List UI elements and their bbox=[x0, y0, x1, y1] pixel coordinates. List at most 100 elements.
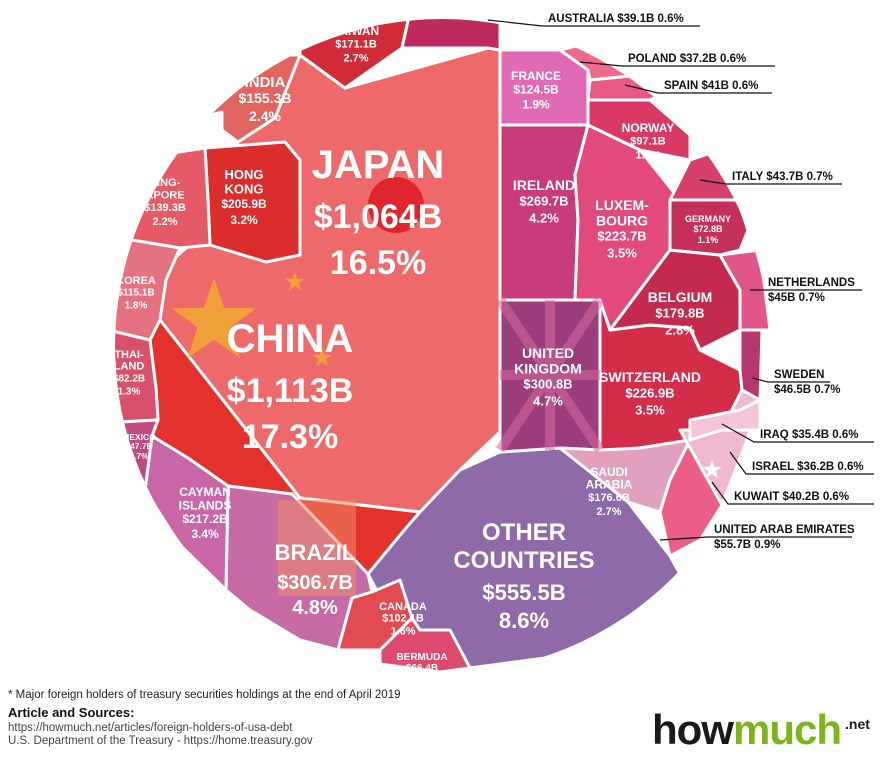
leader-line-poland bbox=[579, 61, 775, 67]
label-name: SWITZERLAND bbox=[599, 369, 701, 385]
label-name: BERMUDA bbox=[396, 652, 447, 663]
label-india: INDIA$155.3B 2.4% bbox=[239, 74, 292, 124]
label-share: 3.5% bbox=[607, 246, 637, 261]
label-name-value-share: ITALY $43.7B 0.7% bbox=[732, 171, 833, 183]
leader-line-kuwait bbox=[711, 481, 874, 505]
label-value: $97.1B bbox=[630, 136, 666, 148]
leader-line-iraq bbox=[721, 423, 874, 443]
leader-line-italy bbox=[699, 179, 842, 185]
label-sweden: SWEDEN $46.5B 0.7% bbox=[774, 369, 841, 396]
label-share: 8.6% bbox=[499, 608, 549, 633]
china-small-star-emblem bbox=[285, 272, 305, 291]
cell-luxembourg bbox=[573, 123, 682, 332]
label-kuwait: KUWAIT $40.2B 0.6% bbox=[734, 491, 849, 503]
label-value: $555.5B bbox=[482, 580, 565, 605]
label-france: FRANCE$124.5B1.9% bbox=[511, 69, 561, 112]
label-value: $66.4B bbox=[406, 663, 438, 674]
label-value: $1,113B bbox=[227, 372, 354, 410]
label-share: 2.2% bbox=[152, 216, 177, 228]
label-value: $115.1B bbox=[117, 288, 154, 299]
label-name: COUNTRIES bbox=[453, 547, 594, 574]
howmuch-logo: howmuch .net bbox=[652, 706, 870, 753]
japan-sun-emblem bbox=[368, 177, 424, 233]
label-value: $1,064B bbox=[314, 198, 443, 236]
uk-cross-emblem bbox=[495, 297, 605, 453]
sources-heading: Article and Sources: bbox=[8, 705, 135, 720]
label-name: APORE bbox=[145, 190, 184, 202]
label-norway: NORWAY$97.1B 1.5% bbox=[622, 121, 675, 162]
label-name: KOREA bbox=[116, 275, 156, 287]
label-japan: JAPAN $1,064B 16.5% bbox=[312, 143, 445, 282]
label-spain: SPAIN $41B 0.6% bbox=[664, 80, 758, 92]
label-share: 1% bbox=[415, 675, 430, 686]
label-name: TAIWAN bbox=[333, 24, 379, 38]
label-value: $205.9B bbox=[221, 197, 267, 211]
label-share: 1.5% bbox=[635, 150, 660, 162]
label-share: 17.3% bbox=[242, 418, 338, 456]
label-taiwan: TAIWAN$171.1B 2.7% bbox=[333, 24, 379, 65]
label-mexico: MEXICO$47.7B0.7% bbox=[122, 432, 156, 461]
china-small-star-emblem bbox=[312, 348, 332, 367]
label-value: $124.5B bbox=[513, 83, 559, 97]
label-name: NETHERLANDS bbox=[768, 277, 855, 289]
label-ireland: IRELAND$269.7B 4.2% bbox=[513, 177, 575, 225]
label-poland: POLAND $37.2B 0.6% bbox=[628, 53, 746, 65]
label-share: 1.3% bbox=[118, 386, 141, 397]
label-name: LAND bbox=[114, 361, 145, 373]
label-thailand: THAI-LAND$82.2B 1.3% bbox=[113, 349, 145, 397]
label-switzerland: SWITZERLAND$226.9B 3.5% bbox=[599, 369, 701, 417]
leader-line-united-arab-emirates bbox=[659, 536, 852, 541]
label-name-value-share: IRAQ $35.4B 0.6% bbox=[760, 429, 858, 441]
label-share: 4.7% bbox=[533, 394, 563, 409]
label-share: 2.4% bbox=[249, 108, 281, 124]
label-name: MEXICO bbox=[122, 432, 156, 442]
leader-line-sweden bbox=[751, 377, 830, 383]
label-value: $139.3B bbox=[144, 202, 186, 214]
label-name-value-share: ISRAEL $36.2B 0.6% bbox=[752, 461, 864, 473]
label-name: SING- bbox=[150, 177, 181, 189]
label-value: $217.2B bbox=[182, 512, 228, 526]
label-value: $300.8B bbox=[523, 377, 572, 392]
leader-line-israel bbox=[729, 451, 874, 475]
label-name: JAPAN bbox=[312, 143, 445, 187]
label-name-value-share: SPAIN $41B 0.6% bbox=[664, 80, 758, 92]
label-iraq: IRAQ $35.4B 0.6% bbox=[760, 429, 858, 441]
label-share: 1.8% bbox=[125, 301, 148, 312]
label-value: $306.7B bbox=[277, 572, 353, 594]
label-value: $269.7B bbox=[519, 193, 568, 208]
label-share: 0.7% bbox=[129, 451, 149, 461]
label-name-value-share: KUWAIT $40.2B 0.6% bbox=[734, 491, 849, 503]
label-value: $82.2B bbox=[113, 373, 145, 384]
brazil-flag-emblem bbox=[278, 500, 356, 596]
label-share: 2.8% bbox=[665, 322, 695, 337]
label-name: LUXEM- bbox=[595, 197, 649, 213]
label-value: $176.6B bbox=[588, 492, 630, 504]
label-share: 4.2% bbox=[529, 210, 559, 225]
label-name: BELGIUM bbox=[648, 289, 713, 305]
label-share: 3.5% bbox=[635, 402, 665, 417]
israel-star-emblem bbox=[702, 460, 722, 479]
label-name: FRANCE bbox=[511, 69, 561, 83]
label-name: CANADA bbox=[379, 601, 427, 613]
source-link-treasury[interactable]: U.S. Department of the Treasury - https:… bbox=[8, 735, 313, 747]
label-name: HONG bbox=[225, 167, 264, 182]
label-singapore: SING-APORE$139.3B 2.2% bbox=[144, 177, 186, 228]
label-name: OTHER bbox=[482, 519, 566, 546]
label-name: IRELAND bbox=[513, 177, 575, 193]
label-korea: KOREA$115.1B 1.8% bbox=[116, 275, 156, 312]
label-china: CHINA $1,113B 17.3% bbox=[227, 317, 354, 456]
label-name: CHINA bbox=[227, 317, 354, 361]
source-link-howmuch[interactable]: https://howmuch.net/articles/foreign-hol… bbox=[8, 722, 293, 734]
label-value: $72.8B bbox=[693, 224, 723, 234]
label-name: KINGDOM bbox=[514, 360, 582, 376]
label-name: NORWAY bbox=[622, 121, 675, 135]
label-value: $47.7B bbox=[125, 441, 152, 451]
label-name: UNITED bbox=[522, 345, 574, 361]
label-name: KONG bbox=[225, 181, 264, 196]
label-bermuda: BERMUDA$66.4B1% bbox=[396, 652, 447, 686]
